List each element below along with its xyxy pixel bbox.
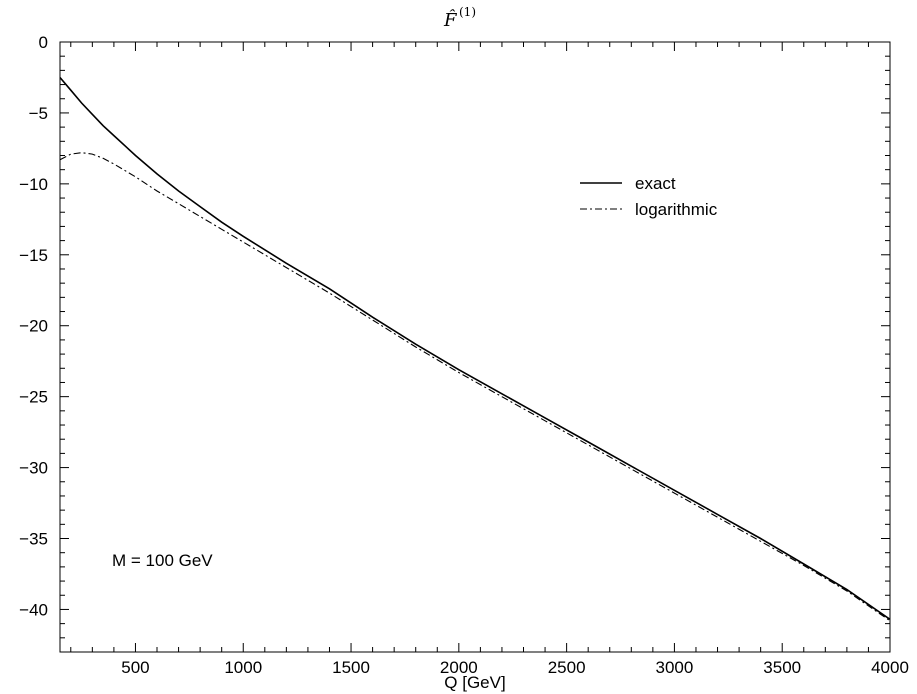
- y-tick-label: −35: [19, 530, 48, 549]
- chart-title-superscript: (1): [459, 5, 476, 19]
- x-tick-label: 2500: [548, 658, 586, 677]
- x-tick-label: 1500: [332, 658, 370, 677]
- series-line-exact: [59, 76, 891, 621]
- x-tick-label: 3000: [656, 658, 694, 677]
- y-tick-label: 0: [39, 33, 48, 52]
- y-tick-label: −25: [19, 388, 48, 407]
- x-tick-label: 3500: [763, 658, 801, 677]
- y-tick-label: −15: [19, 246, 48, 265]
- x-tick-label: 1000: [224, 658, 262, 677]
- chart-title: F̂ (1): [443, 5, 476, 31]
- x-tick-label: 4000: [871, 658, 909, 677]
- legend-label-exact: exact: [635, 174, 676, 193]
- plot-frame: [59, 41, 891, 653]
- chart-title-main: F̂: [443, 9, 458, 31]
- legend-label-logarithmic: logarithmic: [635, 200, 718, 219]
- annotation-mass: M = 100 GeV: [112, 551, 213, 570]
- y-tick-label: −20: [19, 317, 48, 336]
- axes: 500 1000 1500 2000 2500 3000 3500 4000 0 −5 −10 −15…: [19, 33, 909, 677]
- x-tick-label: 2000: [440, 658, 478, 677]
- series-line-logarithmic: [59, 152, 891, 622]
- y-tick-label: −5: [29, 104, 48, 123]
- x-axis-title: Q [GeV]: [444, 673, 505, 692]
- y-tick-label: −10: [19, 175, 48, 194]
- y-tick-label: −30: [19, 459, 48, 478]
- x-tick-label: 500: [121, 658, 149, 677]
- y-tick-label: −40: [19, 600, 48, 619]
- series-layer: [59, 76, 891, 622]
- legend: exact logarithmic: [580, 174, 718, 219]
